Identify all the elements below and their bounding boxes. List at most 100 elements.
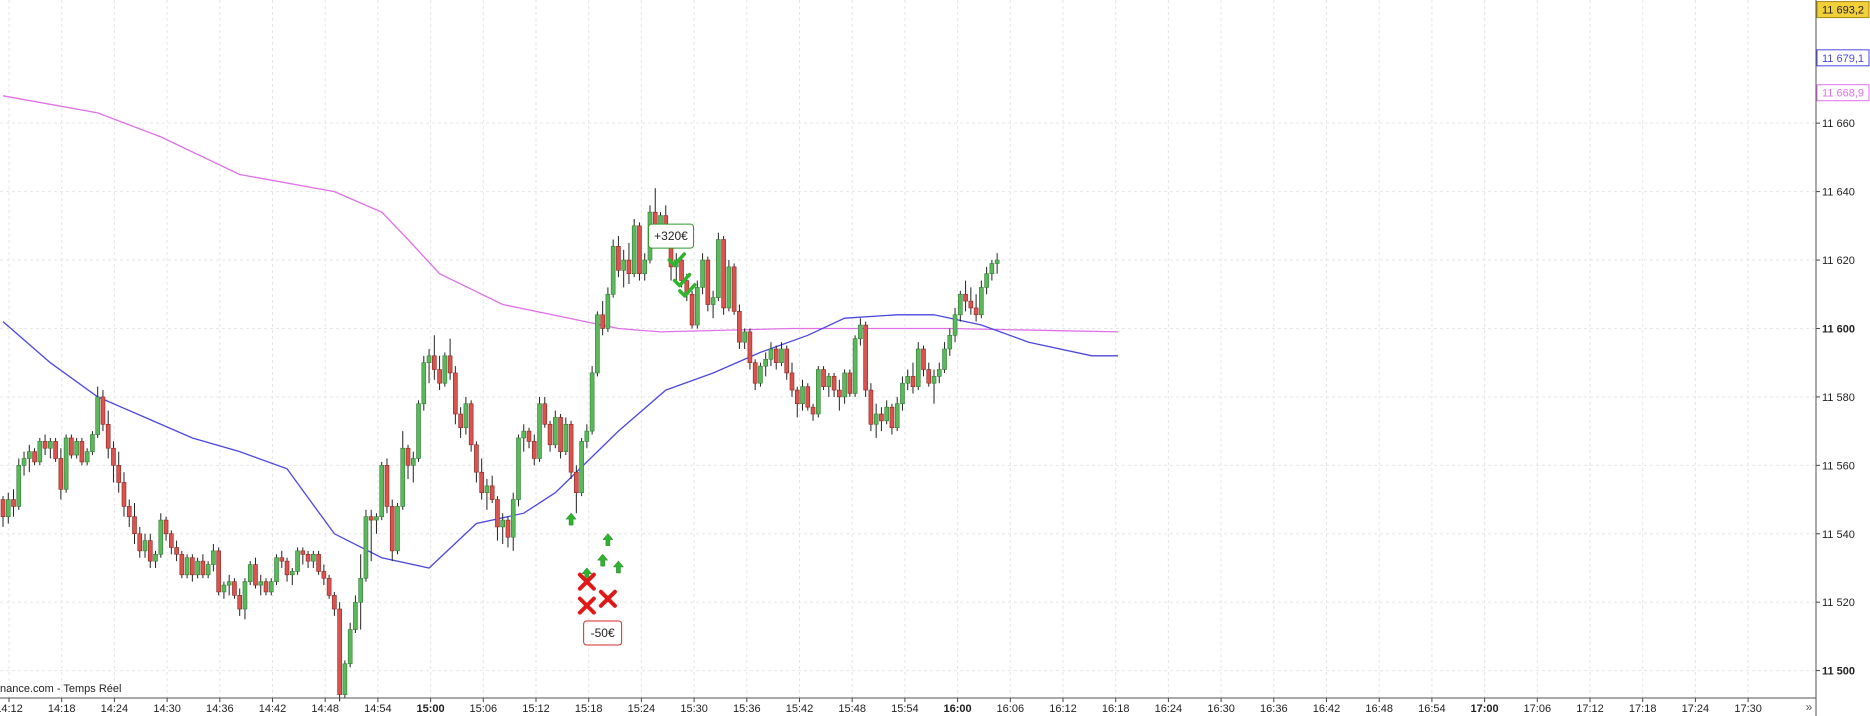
candle-body-down	[58, 458, 64, 490]
candle-body-down	[100, 396, 106, 425]
candle-body-up	[84, 451, 90, 463]
candle	[200, 554, 206, 579]
x-tick-label: 14:54	[364, 703, 392, 715]
candle	[268, 578, 274, 596]
candle-body-down	[968, 300, 974, 309]
candle-body-up	[416, 403, 421, 459]
candle	[589, 366, 595, 435]
candle-body-up	[426, 355, 432, 363]
candle-body-up	[537, 403, 542, 459]
candle-body-up	[363, 516, 369, 579]
candle	[74, 437, 79, 459]
candle	[216, 547, 221, 596]
candle-body-up	[195, 560, 200, 576]
candle-body-down	[0, 499, 6, 517]
x-tick-label: 15:30	[680, 703, 708, 715]
candle	[16, 458, 22, 510]
x-tick-label: 14:18	[48, 703, 76, 715]
candle-body-down	[495, 499, 500, 528]
x-tick-label: 17:12	[1576, 703, 1604, 715]
x-tick-label: 15:54	[891, 703, 919, 715]
candle	[405, 444, 411, 480]
candle	[784, 345, 790, 380]
candle-body-down	[879, 413, 884, 422]
candle-body-up	[400, 447, 406, 507]
candle-body-down	[474, 444, 479, 473]
candle-body-up	[894, 403, 900, 428]
candle-body-up	[815, 369, 821, 415]
x-tick-label: 14:42	[259, 703, 287, 715]
source-label: nance.com - Temps Réel	[0, 683, 122, 695]
scroll-right-button[interactable]: »	[1805, 700, 1813, 714]
candle	[495, 496, 500, 541]
candle-body-up	[826, 376, 832, 387]
candle	[710, 290, 716, 319]
candle-body-down	[337, 608, 342, 695]
candle-body-up	[347, 629, 353, 665]
candle-body-down	[868, 389, 874, 425]
ma-fast-line	[2, 314, 1119, 569]
candle	[963, 280, 968, 312]
candle	[342, 660, 348, 698]
candle	[263, 578, 269, 596]
candle	[547, 420, 553, 452]
y-tick-label: 11 620	[1822, 255, 1855, 267]
x-tick-label: 16:30	[1207, 703, 1235, 715]
candle	[111, 441, 116, 483]
candle-body-up	[942, 348, 947, 370]
candle-body-down	[616, 246, 621, 271]
candle	[905, 369, 911, 391]
x-tick-label: 17:24	[1682, 703, 1710, 715]
candle	[100, 390, 106, 432]
candle	[58, 448, 64, 500]
candle-body-down	[773, 348, 779, 363]
x-tick-label: 16:12	[1049, 703, 1077, 715]
candle-body-up	[779, 348, 784, 363]
candle	[979, 280, 984, 319]
candle-body-up	[915, 348, 921, 387]
candle-body-up	[516, 437, 521, 500]
grid-lines	[0, 0, 1816, 698]
candle-body-down	[332, 595, 337, 610]
candle-body-down	[752, 362, 758, 384]
profit-label: +320€	[654, 229, 688, 243]
y-tick-label: 11 660	[1822, 118, 1855, 130]
candle-body-down	[489, 485, 495, 500]
candle-body-up	[768, 348, 774, 360]
candle-body-up	[579, 441, 584, 494]
candle	[389, 499, 395, 562]
candle	[968, 287, 974, 315]
candle-body-up	[610, 246, 616, 295]
candle-body-down	[437, 369, 442, 384]
candle	[574, 465, 579, 514]
candle-body-down	[174, 547, 179, 555]
candle-body-down	[889, 406, 895, 428]
candle-body-down	[973, 307, 979, 316]
candle	[758, 362, 763, 387]
candle	[642, 253, 648, 281]
candle	[952, 307, 958, 343]
candle-body-down	[326, 577, 332, 596]
candle	[147, 533, 153, 568]
candle	[721, 236, 726, 315]
candle	[537, 396, 542, 462]
candle	[879, 407, 884, 432]
candle	[637, 222, 642, 281]
candle	[921, 345, 926, 377]
candle-body-down	[526, 430, 532, 442]
candle-body-up	[510, 499, 516, 538]
candle-body-up	[858, 324, 863, 340]
candle	[737, 304, 742, 349]
candle-body-down	[794, 389, 800, 405]
candle	[489, 475, 495, 503]
candle	[353, 595, 358, 633]
candle	[163, 516, 169, 541]
candle	[815, 366, 821, 418]
candle	[63, 434, 69, 493]
candle	[510, 492, 516, 551]
candle-body-down	[389, 506, 395, 552]
candle	[868, 383, 874, 432]
candle	[195, 557, 200, 579]
candle	[453, 366, 458, 425]
